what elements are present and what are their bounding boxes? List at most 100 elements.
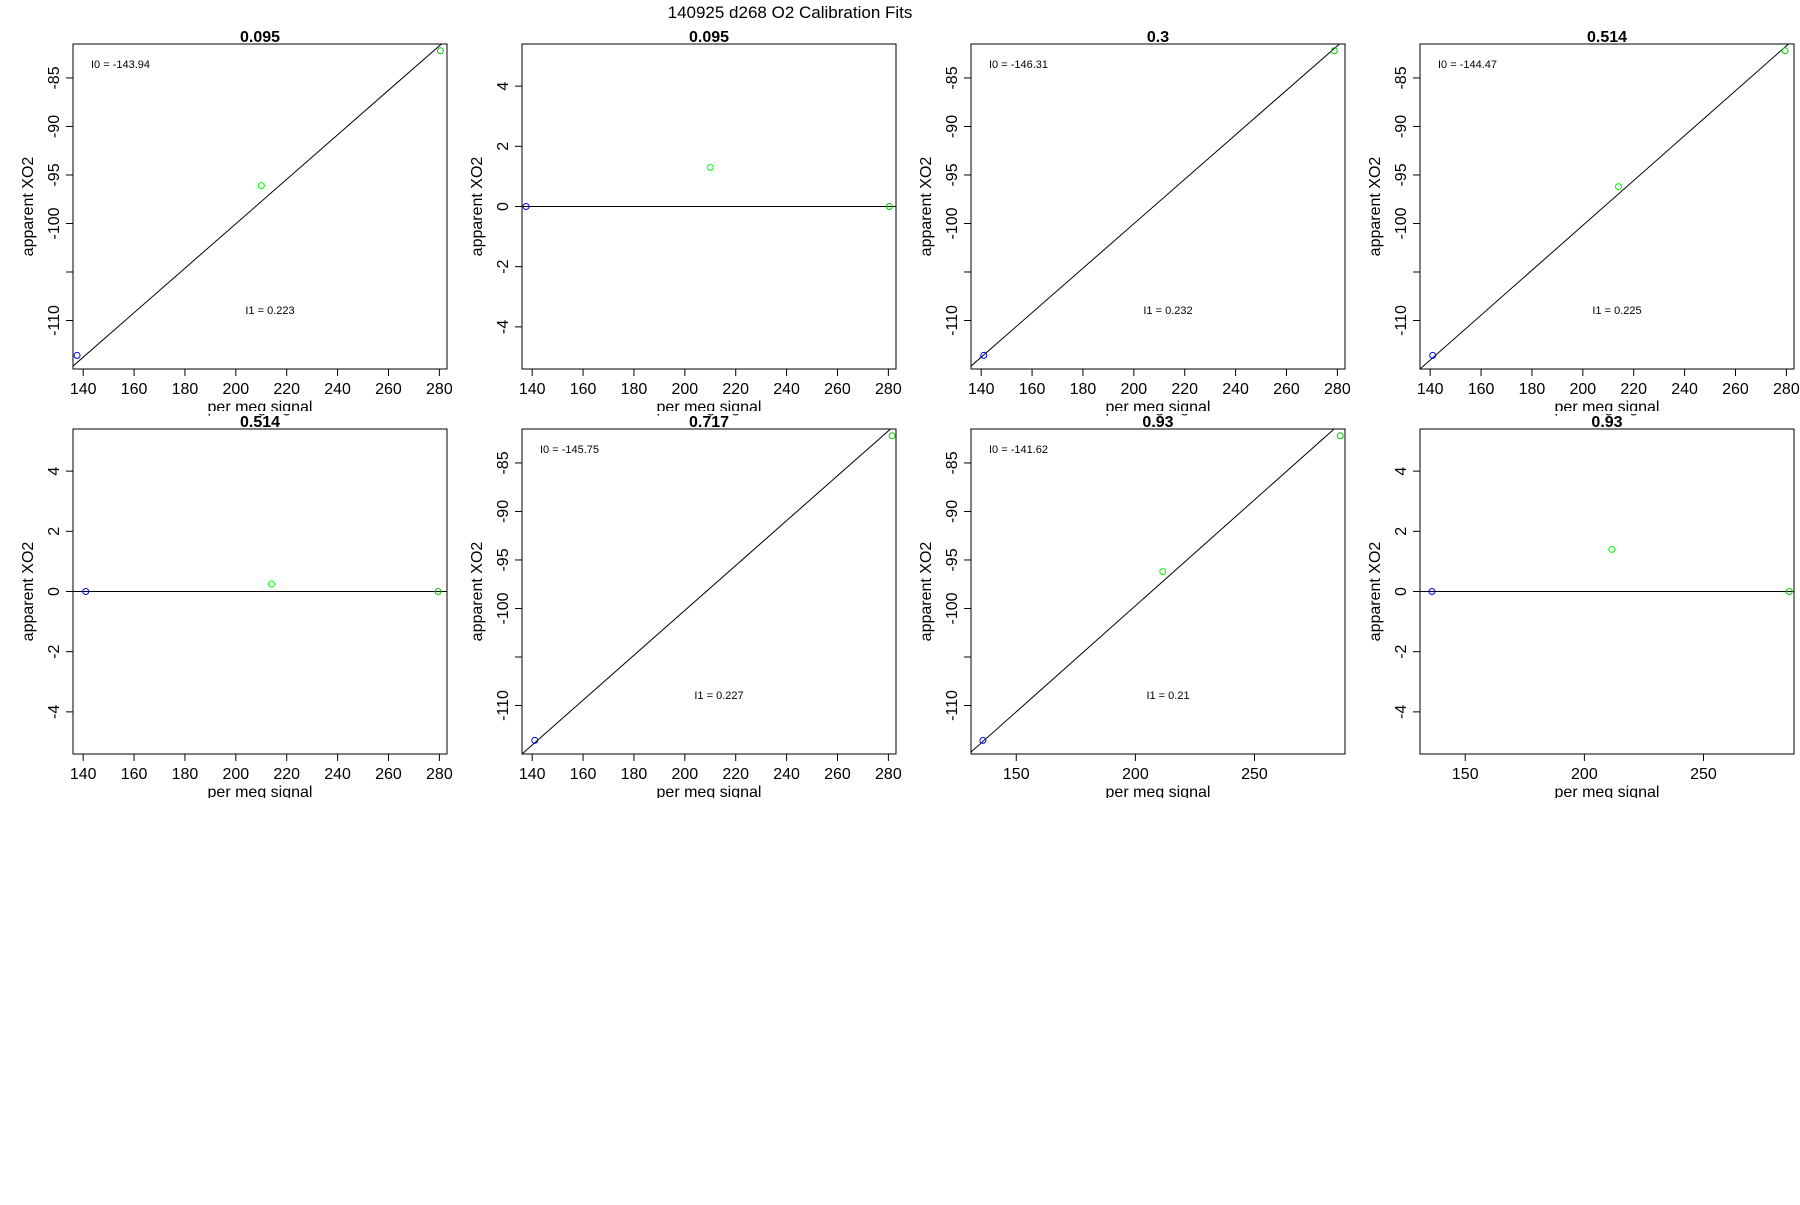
x-tick-label: 200 <box>1120 381 1147 398</box>
x-tick-label: 180 <box>621 381 648 398</box>
x-axis-label: per meg signal <box>208 784 313 801</box>
y-tick-label: -95 <box>1393 163 1410 186</box>
data-point <box>888 432 896 440</box>
y-tick-label: -90 <box>944 500 961 523</box>
fit-annotation: I1 = 0.225 <box>1592 305 1641 317</box>
x-tick-label: 240 <box>773 381 800 398</box>
data-point <box>1429 351 1437 359</box>
fit-annotation: I1 = 0.21 <box>1146 690 1189 702</box>
y-tick-label: -2 <box>495 259 512 273</box>
y-tick-label: -100 <box>46 207 63 239</box>
y-tick-label: -110 <box>495 690 512 721</box>
x-tick-label: 240 <box>324 381 351 398</box>
y-tick-label: 4 <box>1393 467 1410 476</box>
data-point <box>706 163 714 171</box>
y-tick-label: -100 <box>944 207 961 239</box>
data-point <box>1330 47 1338 55</box>
y-tick-label: -110 <box>1393 305 1410 336</box>
y-tick-label: -85 <box>46 66 63 89</box>
x-tick-label: 220 <box>273 381 300 398</box>
y-tick-label: -4 <box>1393 705 1410 719</box>
data-point <box>82 588 90 595</box>
y-axis-label: apparent XO2 <box>469 542 486 642</box>
x-axis-label: per meg signal <box>657 784 762 801</box>
x-tick-label: 250 <box>1241 766 1268 783</box>
fit-line <box>73 44 443 367</box>
x-tick-label: 140 <box>1417 381 1444 398</box>
y-tick-label: 2 <box>46 527 63 536</box>
data-point <box>267 580 275 588</box>
x-tick-label: 220 <box>1171 381 1198 398</box>
y-tick-label: -100 <box>495 592 512 624</box>
x-tick-label: 240 <box>1222 381 1249 398</box>
y-tick-label: -85 <box>944 451 961 474</box>
page-title: 140925 d268 O2 Calibration Fits <box>668 3 913 22</box>
x-tick-label: 220 <box>722 766 749 783</box>
x-tick-label: 260 <box>375 766 402 783</box>
x-tick-label: 180 <box>1519 381 1546 398</box>
y-tick-label: -4 <box>46 705 63 719</box>
y-tick-label: 0 <box>1393 587 1410 596</box>
y-tick-label: 0 <box>495 202 512 211</box>
x-axis-label: per meg signal <box>1555 784 1660 801</box>
y-tick-label: -90 <box>944 115 961 138</box>
panel-title: 0.93 <box>1591 414 1622 431</box>
y-axis-label: apparent XO2 <box>918 157 935 257</box>
y-tick-label: -85 <box>495 451 512 474</box>
x-tick-label: 280 <box>875 381 902 398</box>
fit-annotation: I1 = 0.223 <box>245 305 294 317</box>
x-axis-label: per meg signal <box>1106 784 1211 801</box>
x-tick-label: 250 <box>1690 766 1717 783</box>
data-point <box>1614 183 1622 191</box>
x-tick-label: 180 <box>1070 381 1097 398</box>
y-tick-label: -85 <box>1393 66 1410 89</box>
x-tick-label: 150 <box>1452 766 1479 783</box>
x-tick-label: 260 <box>824 766 851 783</box>
x-tick-label: 140 <box>519 381 546 398</box>
plot-panel-8: 0.93 150 200 250 per meg signal 4 2 0 -2 -4 appare… <box>1367 414 1795 801</box>
y-tick-label: -90 <box>1393 115 1410 138</box>
x-tick-label: 220 <box>1620 381 1647 398</box>
plot-frame <box>72 43 448 370</box>
fit-annotation: I0 = -146.31 <box>989 59 1048 71</box>
x-tick-label: 240 <box>1671 381 1698 398</box>
y-tick-label: 2 <box>1393 527 1410 536</box>
y-tick-label: 0 <box>46 587 63 596</box>
panel-title: 0.095 <box>689 29 729 46</box>
panel-title: 0.095 <box>240 29 280 46</box>
plot-frame <box>521 428 897 755</box>
x-tick-label: 240 <box>324 766 351 783</box>
data-point <box>522 203 530 210</box>
panel-title: 0.717 <box>689 414 729 431</box>
x-tick-label: 200 <box>222 766 249 783</box>
data-point <box>1428 588 1436 595</box>
fit-line <box>971 429 1335 753</box>
fit-annotation: I1 = 0.227 <box>694 690 743 702</box>
panel-title: 0.3 <box>1147 29 1169 46</box>
y-axis-label: apparent XO2 <box>1367 157 1384 257</box>
data-point <box>1336 432 1344 440</box>
y-tick-label: -110 <box>944 305 961 336</box>
y-axis-label: apparent XO2 <box>1367 542 1384 642</box>
data-point <box>73 351 81 359</box>
x-tick-label: 220 <box>273 766 300 783</box>
plot-panel-6: 0.717 140 160 180 200 220 240 260 280 per meg sig… <box>469 414 902 801</box>
data-point <box>1159 568 1167 576</box>
y-tick-label: -90 <box>495 500 512 523</box>
x-tick-label: 180 <box>172 766 199 783</box>
x-tick-label: 280 <box>426 766 453 783</box>
fit-line <box>522 429 892 754</box>
x-tick-label: 200 <box>1122 766 1149 783</box>
data-point <box>434 588 442 595</box>
x-tick-label: 260 <box>375 381 402 398</box>
panel-title: 0.93 <box>1142 414 1173 431</box>
blank-area <box>0 798 1800 1200</box>
x-tick-label: 280 <box>426 381 453 398</box>
data-point <box>531 736 539 744</box>
data-point <box>257 182 265 190</box>
